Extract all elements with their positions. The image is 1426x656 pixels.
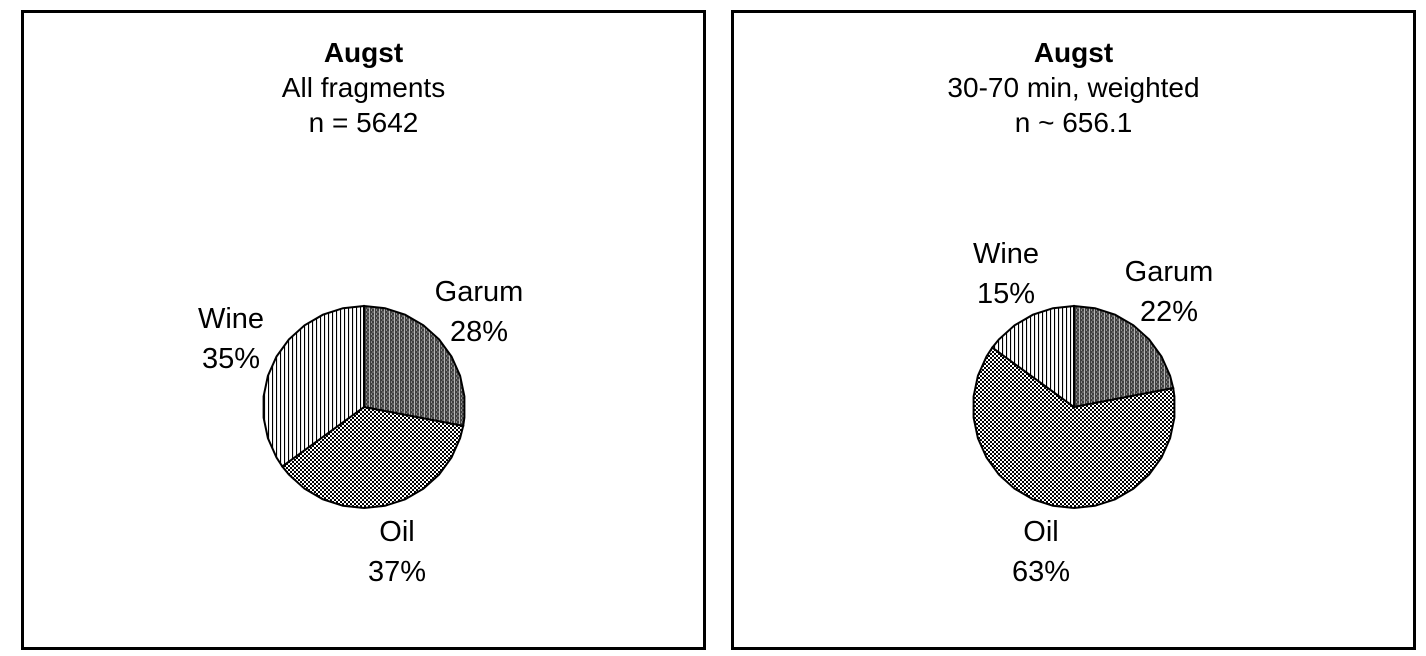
pie-slice-garum: [1073, 304, 1175, 409]
slice-percent: 28%: [449, 316, 509, 348]
pie-slice-oil: [972, 346, 1176, 510]
pie-slice-garum: [363, 304, 466, 428]
pie-slice-oil: [280, 405, 465, 510]
chart-panel-weighted: Augst 30-70 min, weighted n ~ 656.1 Garu…: [731, 10, 1416, 650]
slice-label-wine: Wine 15%: [973, 234, 1039, 314]
pie-chart-all-fragments: Garum 28% Oil 37% Wine 35%: [24, 13, 703, 647]
slice-name: Garum: [1124, 256, 1214, 288]
slice-label-wine: Wine 35%: [198, 299, 264, 379]
chart-subtitle: 30-70 min, weighted: [947, 72, 1200, 103]
slice-label-garum: Garum 22%: [1125, 252, 1214, 332]
slice-label-garum: Garum 28%: [435, 272, 524, 352]
pie-svg: [262, 304, 466, 510]
pie-slice-wine: [262, 304, 365, 468]
slice-percent: 15%: [976, 278, 1036, 310]
chart-title-block: Augst 30-70 min, weighted n ~ 656.1: [734, 35, 1413, 140]
slice-percent: 22%: [1139, 296, 1199, 328]
chart-n-label: n = 5642: [308, 107, 419, 138]
slice-name: Wine: [972, 238, 1040, 270]
chart-title-block: Augst All fragments n = 5642: [24, 35, 703, 140]
slice-percent: 63%: [1011, 556, 1071, 588]
slice-label-oil: Oil 37%: [368, 512, 426, 592]
chart-title: Augst: [323, 37, 404, 68]
chart-panel-all-fragments: Augst All fragments n = 5642 Garum 28% Oil…: [21, 10, 706, 650]
chart-title: Augst: [1033, 37, 1114, 68]
slice-name: Wine: [197, 303, 265, 335]
chart-n-label: n ~ 656.1: [1014, 107, 1133, 138]
slice-name: Garum: [434, 276, 524, 308]
slice-percent: 35%: [201, 343, 261, 375]
chart-subtitle: All fragments: [281, 72, 446, 103]
slice-label-oil: Oil 63%: [1012, 512, 1070, 592]
slice-percent: 37%: [367, 556, 427, 588]
pie-slice-wine: [990, 304, 1075, 409]
slice-name: Oil: [379, 516, 415, 548]
pie-svg: [972, 304, 1176, 510]
pie-chart-weighted: Garum 22% Oil 63% Wine 15%: [734, 13, 1413, 647]
slice-name: Oil: [1023, 516, 1059, 548]
